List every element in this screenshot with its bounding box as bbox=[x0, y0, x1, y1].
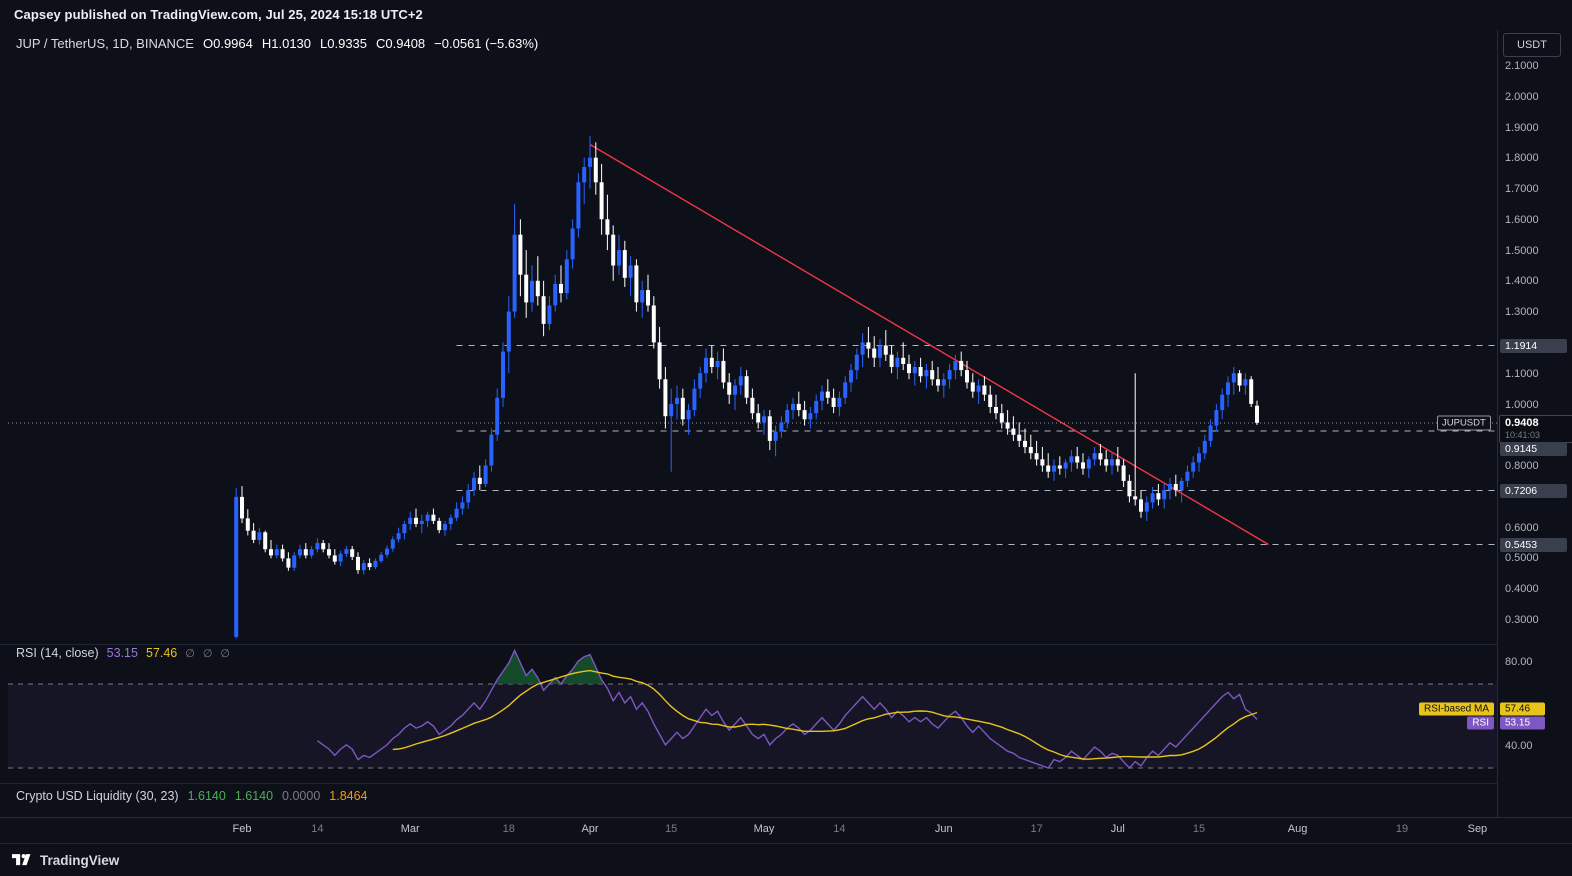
price-line-symbol-tag: JUPUSDT bbox=[1437, 415, 1491, 431]
liquidity-pane[interactable] bbox=[0, 783, 1497, 817]
time-axis-label: 14 bbox=[833, 823, 846, 835]
price-tick: 0.8000 bbox=[1505, 460, 1539, 473]
ohlc-high: H1.0130 bbox=[261, 36, 312, 51]
ohlc-open: O0.9964 bbox=[202, 36, 253, 51]
main-chart-pane[interactable] bbox=[0, 30, 1497, 643]
time-axis-label: Mar bbox=[400, 823, 420, 835]
current-price-badge: 0.9408 10:41:03 bbox=[1499, 414, 1572, 443]
publish-info: Capsey published on TradingView.com, Jul… bbox=[14, 7, 423, 22]
rsi-line-label: RSI bbox=[1467, 716, 1494, 730]
tradingview-logo-icon bbox=[12, 854, 31, 866]
symbol-legend: JUP / TetherUS, 1D, BINANCE O0.9964 H1.0… bbox=[16, 36, 538, 51]
price-tick: 1.5000 bbox=[1505, 244, 1539, 257]
liquidity-value-4: 1.8464 bbox=[329, 789, 368, 803]
rsi-pane[interactable] bbox=[0, 644, 1497, 783]
level-price-badge: 0.7206 bbox=[1500, 483, 1567, 498]
time-axis-label: Jun bbox=[934, 823, 953, 835]
rsi-value-badge: 53.15 bbox=[1500, 716, 1545, 730]
price-tick: 1.3000 bbox=[1505, 306, 1539, 319]
rsi-band-hidden-icon[interactable]: ∅ bbox=[185, 647, 195, 660]
rsi-scale-tick: 40.00 bbox=[1505, 740, 1533, 752]
rsi-band-fill bbox=[8, 684, 1497, 768]
candles bbox=[234, 136, 1259, 639]
liquidity-value-3: 0.0000 bbox=[282, 789, 321, 803]
descending-trendline[interactable] bbox=[589, 143, 1269, 546]
time-axis-label: Feb bbox=[232, 823, 252, 835]
price-tick: 1.8000 bbox=[1505, 152, 1539, 165]
price-tick: 0.4000 bbox=[1505, 583, 1539, 596]
rsi-scale-tick: 80.00 bbox=[1505, 656, 1533, 668]
price-tick: 2.0000 bbox=[1505, 90, 1539, 103]
price-tick: 2.1000 bbox=[1505, 60, 1539, 72]
rsi-chart-canvas[interactable] bbox=[0, 645, 1497, 782]
rsi-ma-line-label: RSI-based MA bbox=[1418, 702, 1494, 716]
price-tick: 1.6000 bbox=[1505, 213, 1539, 226]
price-tick: 0.6000 bbox=[1505, 521, 1539, 534]
candlestick-chart-canvas[interactable] bbox=[0, 30, 1497, 643]
symbol-title: JUP / TetherUS, 1D, BINANCE bbox=[16, 36, 194, 51]
rsi-overbought-fill bbox=[549, 677, 561, 684]
currency-toggle-button[interactable]: USDT bbox=[1503, 33, 1561, 57]
liquidity-legend: Crypto USD Liquidity (30, 23) 1.6140 1.6… bbox=[16, 789, 368, 803]
tradingview-brand-text: TradingView bbox=[40, 853, 120, 868]
time-axis-label: Sep bbox=[1467, 823, 1488, 835]
price-tick: 1.4000 bbox=[1505, 275, 1539, 288]
ohlc-close: C0.9408 bbox=[376, 36, 426, 51]
time-axis-label: Aug bbox=[1287, 823, 1308, 835]
time-axis-label: 14 bbox=[311, 823, 324, 835]
time-axis-label: 15 bbox=[665, 823, 678, 835]
rsi-indicator-title: RSI (14, close) bbox=[16, 646, 99, 660]
tradingview-brand-link[interactable]: TradingView bbox=[12, 852, 119, 869]
rsi-ma-line[interactable] bbox=[392, 669, 1258, 760]
rsi-overbought-fill bbox=[494, 650, 541, 684]
time-axis-label: 18 bbox=[502, 823, 515, 835]
price-tick: 1.1000 bbox=[1505, 367, 1539, 380]
rsi-band-hidden-icon[interactable]: ∅ bbox=[220, 647, 231, 660]
time-axis-label: May bbox=[753, 823, 775, 835]
price-change: −0.0561 (−5.63%) bbox=[434, 36, 539, 51]
rsi-legend: RSI (14, close) 53.15 57.46 ∅ ∅ ∅ bbox=[16, 646, 230, 660]
liquidity-indicator-title: Crypto USD Liquidity (30, 23) bbox=[16, 789, 179, 803]
rsi-ma-value-badge: 57.46 bbox=[1500, 702, 1545, 716]
price-tick: 1.7000 bbox=[1505, 183, 1539, 196]
ohlc-low: L0.9335 bbox=[320, 36, 368, 51]
time-axis-label: 15 bbox=[1192, 823, 1206, 835]
time-axis-label: Apr bbox=[581, 823, 599, 835]
rsi-overbought-fill bbox=[561, 654, 605, 684]
footer-bar: TradingView bbox=[0, 843, 1572, 876]
time-axis-label: Jul bbox=[1110, 823, 1125, 835]
price-tick: 0.3000 bbox=[1505, 614, 1539, 626]
time-axis-label: 19 bbox=[1395, 823, 1409, 835]
level-price-badge: 1.1914 bbox=[1500, 338, 1567, 353]
liquidity-value-2: 1.6140 bbox=[234, 789, 274, 803]
liquidity-value-1: 1.6140 bbox=[187, 789, 226, 803]
time-axis-label: 17 bbox=[1030, 823, 1043, 835]
bar-close-countdown: 10:41:03 bbox=[1505, 429, 1541, 440]
level-price-badge: 0.5453 bbox=[1500, 537, 1567, 552]
rsi-ma-value: 57.46 bbox=[145, 646, 178, 660]
rsi-band-hidden-icon[interactable]: ∅ bbox=[202, 647, 213, 660]
level-price-badge: 0.9145 bbox=[1500, 441, 1567, 456]
current-price-value: 0.9408 bbox=[1505, 416, 1539, 429]
price-tick: 1.0000 bbox=[1505, 398, 1539, 411]
rsi-value: 53.15 bbox=[106, 646, 138, 660]
price-scale[interactable]: 0.9408 10:41:03 80.00 40.00 57.46 53.15 … bbox=[1497, 30, 1572, 817]
price-tick: 1.9000 bbox=[1505, 121, 1539, 134]
price-tick: 0.5000 bbox=[1505, 552, 1539, 565]
time-axis[interactable]: Feb 14 Mar 18 Apr 15 May 14 Jun 17 Jul 15 Aug 19 Sep bbox=[0, 817, 1572, 844]
